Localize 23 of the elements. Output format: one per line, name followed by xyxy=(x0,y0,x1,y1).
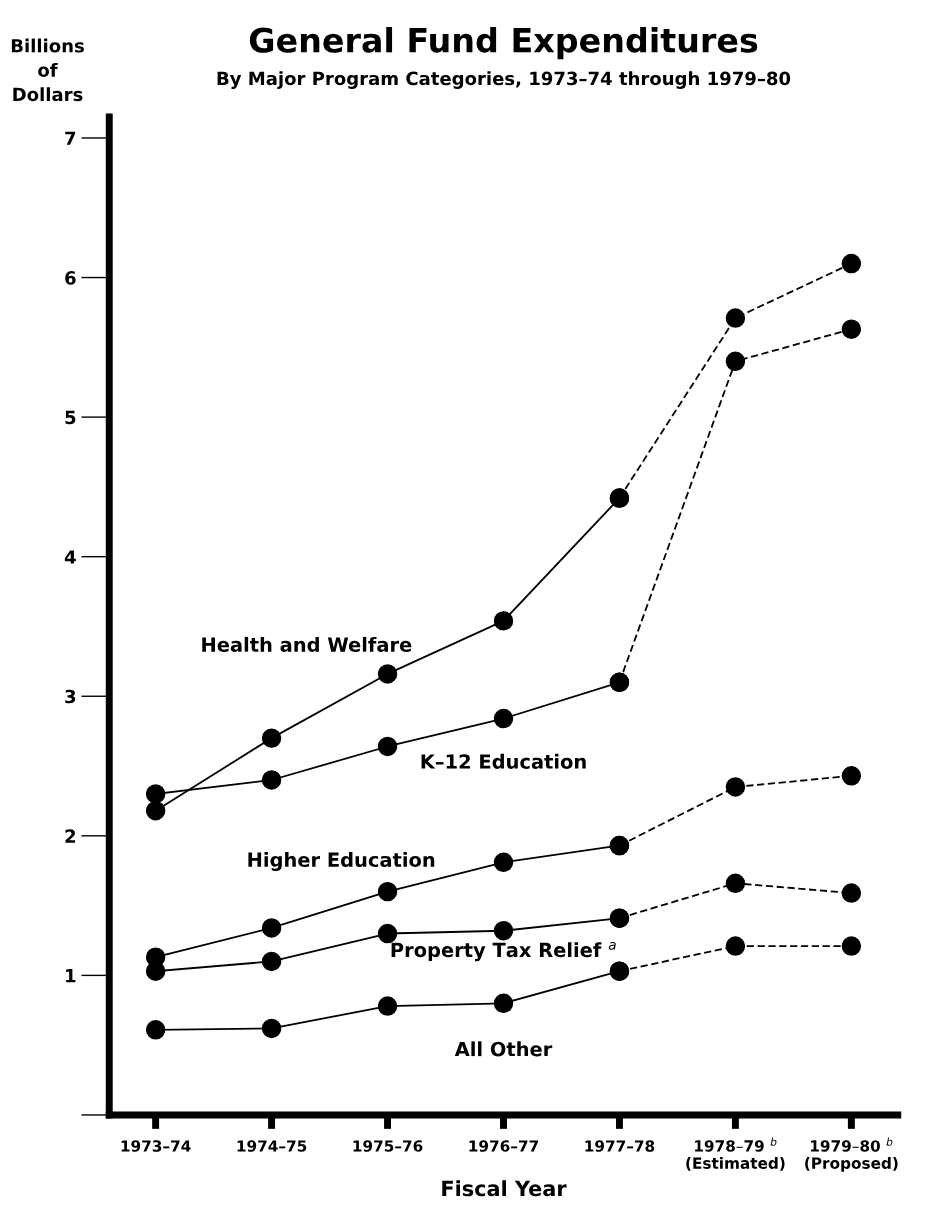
chart-subtitle: By Major Program Categories, 1973–74 through 1979–80 xyxy=(217,71,791,89)
series-label: Health and Welfare xyxy=(202,636,412,652)
series-label: All Other xyxy=(454,1041,553,1057)
x-tick-label: 1977–78 xyxy=(585,1140,655,1152)
x-tick-label: 1976–77 xyxy=(469,1140,538,1152)
chart-title: General Fund Expenditures xyxy=(249,26,758,60)
series-label: Property Tax Relief $^{a}$ xyxy=(391,941,616,962)
x-tick-label: 1973–74 xyxy=(121,1140,191,1152)
x-tick-label: 1978–79 $^{b}$ (Estimated) xyxy=(686,1137,785,1171)
x-axis-title: Fiscal Year xyxy=(442,1180,567,1197)
y-tick-label: 1 xyxy=(66,969,76,983)
y-tick-label: 5 xyxy=(65,410,76,425)
series-label: K–12 Education xyxy=(421,753,586,769)
series-label: Higher Education xyxy=(248,852,435,871)
y-axis-title: Billions of Dollars xyxy=(11,38,84,102)
y-tick-label: 2 xyxy=(65,829,76,843)
y-tick-label: 6 xyxy=(65,271,76,285)
x-tick-label: 1975–76 xyxy=(353,1140,423,1152)
y-tick-label: 4 xyxy=(64,550,76,564)
y-tick-label: 3 xyxy=(65,689,76,704)
x-tick-label: 1979–80 $^{b}$ (Proposed) xyxy=(805,1137,898,1172)
x-tick-label: 1974–75 xyxy=(237,1140,307,1152)
y-tick-label: 7 xyxy=(65,131,76,145)
